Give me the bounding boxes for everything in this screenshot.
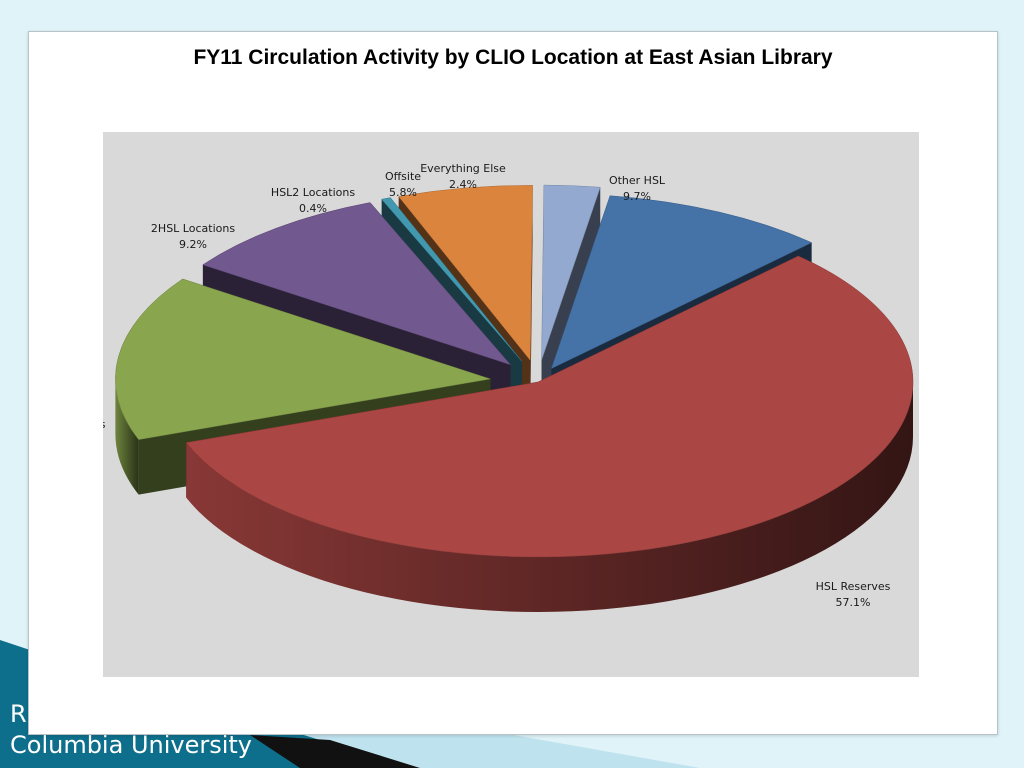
pie-chart: Other HSL 9.7% HSL Reserves 57.1% HSL Stacks… (103, 162, 914, 612)
slice-outer-wall (186, 382, 913, 612)
footer-university-name: Columbia University (10, 731, 253, 759)
pie-slice-hsl-reserves (185, 255, 914, 612)
slice-label-hsl-reserves: HSL Reserves (816, 580, 891, 593)
slice-label-hsl-stacks: HSL Stacks (103, 418, 106, 431)
slice-outer-wall (115, 378, 139, 495)
slice-percent-everything-else: 2.4% (449, 178, 477, 191)
chart-card: FY11 Circulation Activity by CLIO Locati… (28, 31, 998, 735)
slice-label-2hsl-locations: 2HSL Locations (151, 222, 235, 235)
slice-percent-offsite: 5.8% (389, 186, 417, 199)
slice-percent-other-hsl: 9.7% (623, 190, 651, 203)
slice-label-hsl2-locations: HSL2 Locations (271, 186, 355, 199)
slice-percent-hsl-reserves: 57.1% (836, 596, 871, 609)
slice-top-face (398, 185, 533, 362)
slice-top-face (381, 197, 523, 362)
slice-label-offsite: Offsite (385, 170, 421, 183)
decor-black-band (250, 735, 420, 768)
slice-top-face (541, 184, 601, 361)
chart-title: FY11 Circulation Activity by CLIO Locati… (193, 46, 833, 69)
slice-top-face (185, 255, 914, 558)
slice-top-face (550, 195, 813, 370)
plot-area: Other HSL 9.7% HSL Reserves 57.1% HSL Stacks… (103, 132, 919, 677)
slice-percent-hsl2-locations: 0.4% (299, 202, 327, 215)
slice-percent-2hsl-locations: 9.2% (179, 238, 207, 251)
slice-top-face (115, 278, 491, 440)
slice-top-face (202, 202, 512, 366)
slice-label-everything-else: Everything Else (420, 162, 506, 175)
slice-label-other-hsl: Other HSL (609, 174, 666, 187)
footer-org-initial: R (10, 700, 27, 728)
